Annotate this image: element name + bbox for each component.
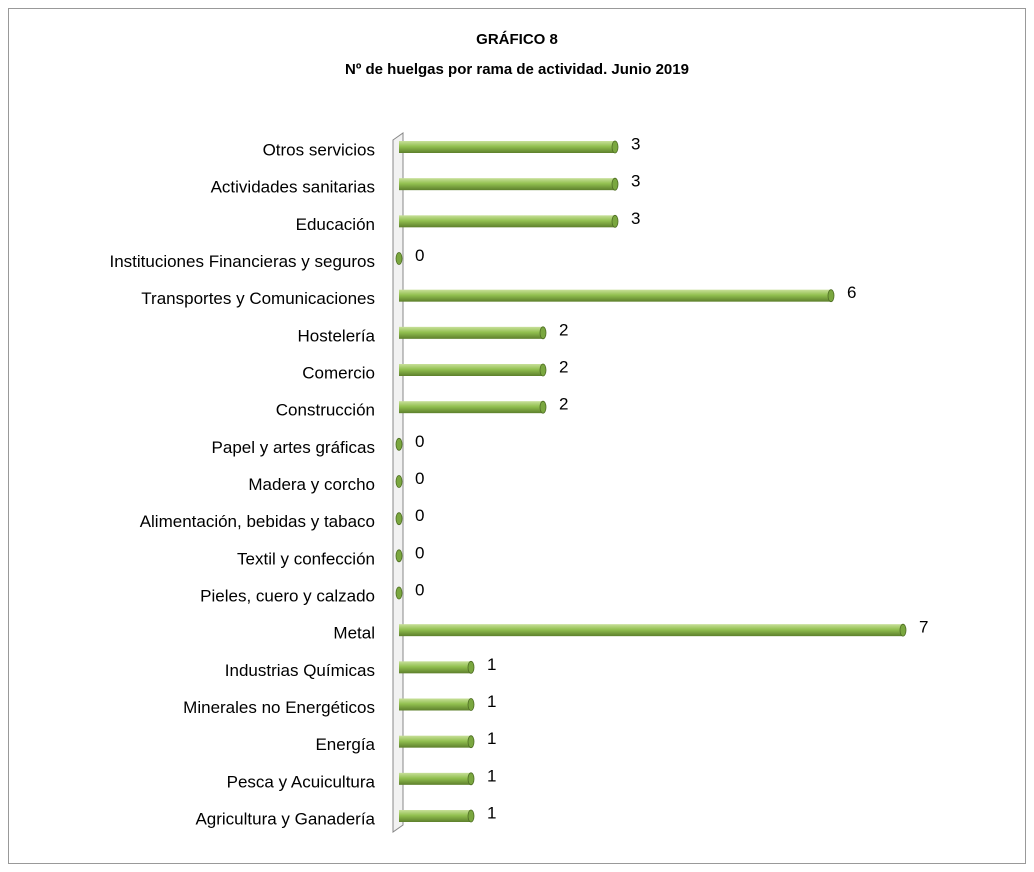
y-tick-label: Pieles, cuero y calzado [200, 586, 375, 605]
bar-cap [611, 140, 619, 154]
bar-cap [467, 772, 475, 786]
bar-cap [395, 549, 403, 563]
bar [399, 772, 471, 785]
y-tick-label: Hostelería [298, 326, 376, 345]
y-tick-label: Industrias Químicas [225, 661, 375, 680]
bar-cap [611, 177, 619, 191]
value-label: 0 [415, 506, 424, 525]
chart-subtitle: Nº de huelgas por rama de actividad. Jun… [345, 61, 689, 78]
bar-cap [395, 475, 403, 488]
bar-cap [467, 809, 475, 823]
value-label: 2 [559, 395, 568, 414]
y-tick-label: Agricultura y Ganadería [195, 809, 375, 828]
value-label: 3 [631, 209, 640, 228]
bar [399, 735, 471, 748]
bar-cap [395, 437, 403, 451]
value-label: 2 [559, 357, 568, 376]
bar-cap [395, 586, 403, 600]
y-tick-label: Papel y artes gráficas [212, 438, 375, 457]
bar-cap [395, 252, 403, 265]
bar [399, 364, 543, 376]
y-tick-label: Actividades sanitarias [211, 178, 375, 197]
y-tick-label: Transportes y Comunicaciones [141, 289, 375, 308]
bar-cap [539, 363, 547, 377]
y-tick-label: Construcción [276, 401, 375, 420]
y-tick-label: Instituciones Financieras y seguros [109, 252, 375, 271]
value-label: 0 [415, 246, 424, 265]
value-label: 0 [415, 469, 424, 488]
value-label: 0 [415, 432, 424, 451]
value-label: 3 [631, 172, 640, 191]
bar-cap [539, 400, 547, 414]
value-label: 1 [487, 729, 496, 748]
y-tick-label: Madera y corcho [248, 475, 375, 494]
bar-cap [611, 214, 619, 228]
value-label: 3 [631, 134, 640, 153]
value-label: 1 [487, 766, 496, 785]
value-label: 1 [487, 655, 496, 674]
value-label: 2 [559, 320, 568, 339]
value-label: 0 [415, 580, 424, 599]
bar-cap [899, 623, 907, 637]
value-label: 6 [847, 283, 856, 302]
bar-cap [827, 289, 835, 303]
y-tick-label: Pesca y Acuicultura [227, 772, 376, 791]
y-tick-label: Textil y confección [237, 549, 375, 568]
bar [399, 698, 471, 711]
y-tick-label: Comercio [302, 363, 375, 382]
bar [399, 661, 471, 674]
bar [399, 624, 903, 637]
bar-cap [467, 698, 475, 711]
bar [399, 810, 471, 822]
value-label: 0 [415, 543, 424, 562]
y-tick-label: Minerales no Energéticos [183, 698, 375, 717]
y-tick-label: Metal [333, 624, 375, 643]
bar-cap [539, 326, 547, 340]
bar [399, 401, 543, 414]
bar [399, 289, 831, 302]
y-tick-label: Alimentación, bebidas y tabaco [140, 512, 375, 531]
chart-title: GRÁFICO 8 [476, 31, 558, 48]
bar [399, 141, 615, 153]
bar [399, 326, 543, 339]
y-tick-label: Educación [296, 215, 375, 234]
bar [399, 215, 615, 228]
bar [399, 178, 615, 191]
value-label: 7 [919, 618, 928, 637]
y-tick-label: Energía [315, 735, 375, 754]
bar-cap [467, 735, 475, 749]
value-label: 1 [487, 692, 496, 711]
value-label: 1 [487, 803, 496, 822]
y-tick-label: Otros servicios [263, 140, 375, 159]
bar-cap [467, 660, 475, 674]
chart-border [8, 8, 1026, 864]
bar-cap [395, 512, 403, 526]
